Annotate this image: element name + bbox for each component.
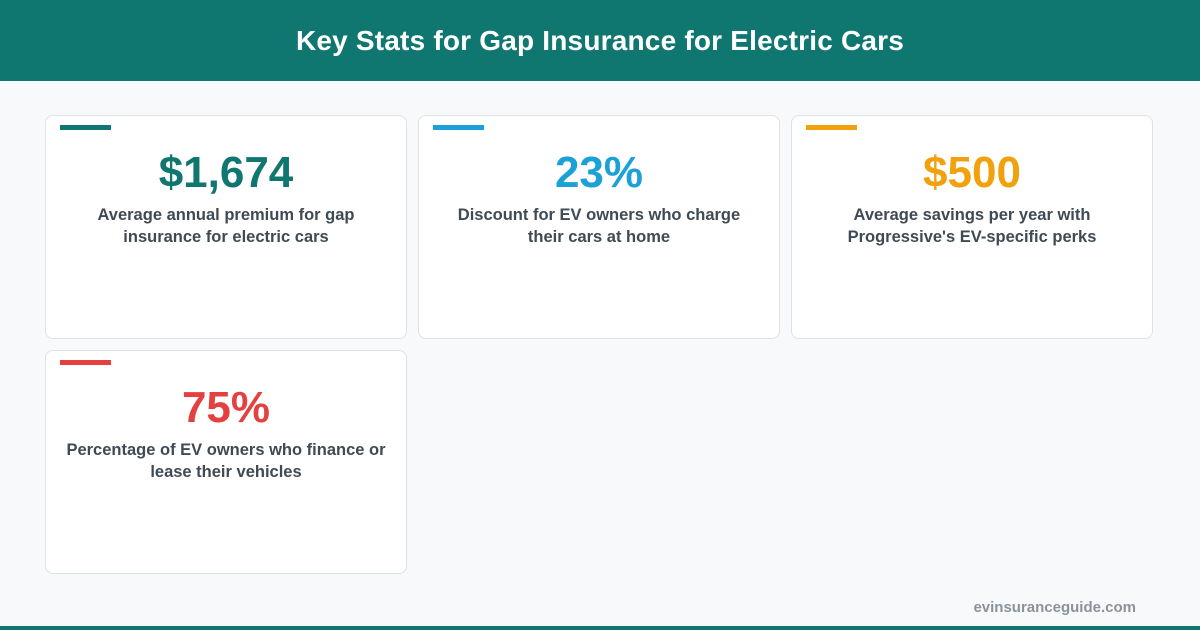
- card-accent-bar: [60, 125, 111, 130]
- header-banner: Key Stats for Gap Insurance for Electric…: [0, 0, 1200, 81]
- stat-description: Percentage of EV owners who finance or l…: [66, 441, 386, 481]
- stat-card-financing: 75% Percentage of EV owners who finance …: [45, 350, 407, 574]
- site-url: evinsuranceguide.com: [973, 599, 1136, 616]
- stat-card-discount: 23% Discount for EV owners who charge th…: [418, 115, 780, 339]
- stat-card-savings: $500 Average savings per year with Progr…: [791, 115, 1153, 339]
- card-accent-bar: [60, 360, 111, 365]
- stat-value: 75%: [181, 383, 271, 432]
- stat-description: Discount for EV owners who charge their …: [457, 206, 741, 246]
- card-accent-bar: [806, 125, 857, 130]
- stat-card-premium: $1,674 Average annual premium for gap in…: [45, 115, 407, 339]
- stat-value: $500: [923, 148, 1021, 197]
- bottom-divider: [0, 626, 1200, 630]
- stat-value: 23%: [554, 148, 644, 197]
- stat-description: Average savings per year with Progressiv…: [847, 206, 1097, 246]
- page-title: Key Stats for Gap Insurance for Electric…: [295, 24, 905, 56]
- stat-value: $1,674: [158, 148, 294, 197]
- stat-description: Average annual premium for gap insurance…: [97, 206, 355, 246]
- card-accent-bar: [433, 125, 484, 130]
